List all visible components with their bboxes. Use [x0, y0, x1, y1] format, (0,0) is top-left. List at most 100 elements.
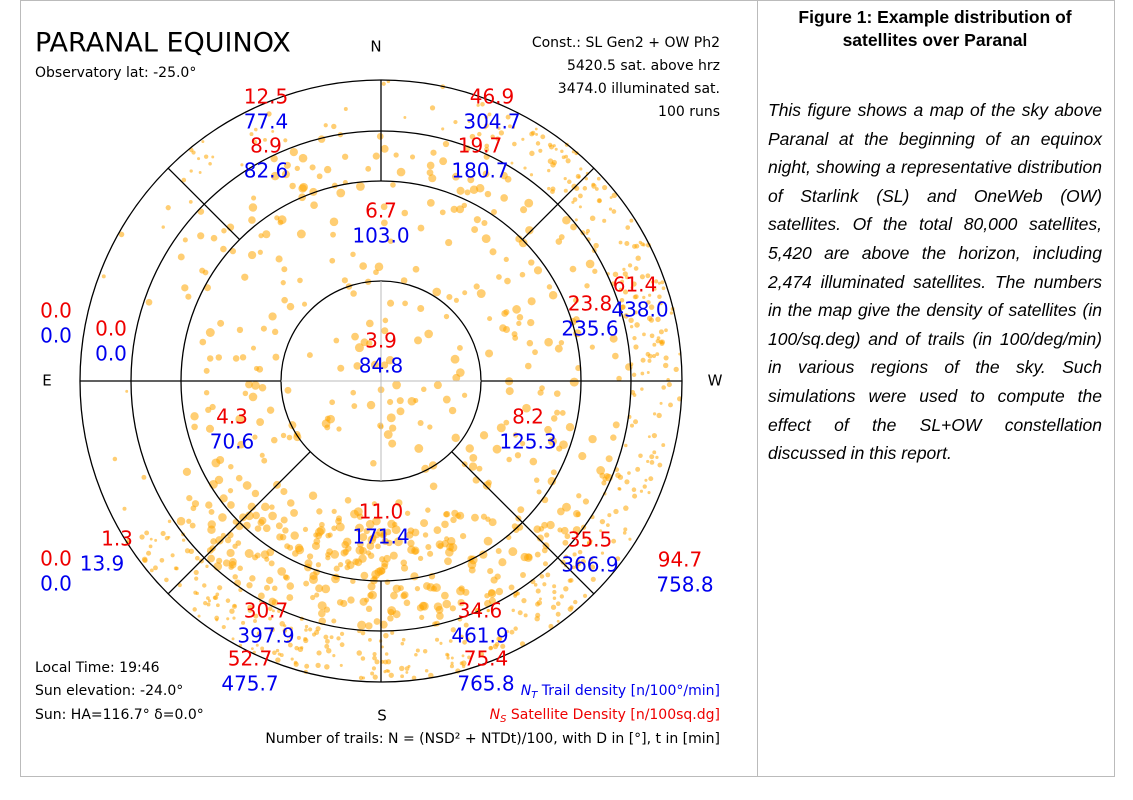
satellite-dot [441, 520, 449, 529]
satellite-dot [576, 561, 582, 567]
satellite-dot [666, 382, 672, 388]
satellite-dot [612, 271, 619, 278]
density-label: 23.8 [568, 292, 613, 316]
satellite-dot [271, 328, 279, 336]
satellite-dot [424, 668, 429, 673]
satellite-dot [407, 396, 417, 406]
satellite-dot [267, 606, 273, 612]
satellite-dot [624, 275, 629, 280]
satellite-dot [306, 553, 314, 560]
satellite-dot [239, 354, 247, 361]
satellite-dot [464, 189, 471, 196]
satellite-dot [535, 141, 541, 146]
density-label: 8.9 [250, 134, 282, 158]
satellite-dot [426, 198, 435, 207]
satellite-dot [341, 277, 348, 284]
satellite-dot [445, 548, 454, 557]
satellite-dot [589, 215, 596, 222]
satellite-dot [596, 466, 606, 475]
satellite-dot [118, 231, 125, 238]
satellite-dot [300, 646, 304, 650]
legend-sub: S [500, 714, 507, 725]
satellite-dot [249, 132, 254, 137]
sector-line [521, 167, 595, 241]
satellite-dot [289, 147, 298, 157]
satellite-dot [485, 349, 494, 358]
satellite-dot [442, 395, 451, 404]
satellite-dot [655, 339, 660, 344]
satellite-dot [563, 586, 569, 592]
satellite-dot [329, 635, 334, 640]
satellite-dot [437, 543, 444, 550]
satellite-dot [251, 195, 257, 201]
satellite-dot [228, 564, 234, 570]
satellite-dot [386, 413, 396, 423]
satellite-dot [281, 266, 288, 273]
trail-label: 84.8 [359, 354, 404, 378]
satellite-dot [479, 550, 488, 559]
satellite-dot [575, 511, 581, 518]
satellite-dot [514, 452, 522, 459]
satellite-dot [248, 216, 256, 224]
trail-label: 103.0 [352, 224, 409, 248]
satellite-dot [620, 304, 626, 310]
satellite-dot [203, 154, 209, 159]
satellite-dot [515, 591, 520, 596]
satellite-dot [535, 601, 540, 607]
condition: Sun elevation: -24.0° [35, 683, 183, 699]
satellite-dot [469, 453, 478, 462]
satellite-dot [145, 298, 153, 306]
satellite-dot [601, 480, 607, 486]
satellite-dot [529, 457, 538, 466]
satellite-dot [562, 502, 571, 512]
satellite-dot [188, 199, 193, 204]
satellite-dot [355, 523, 364, 533]
satellite-dot [325, 555, 331, 561]
satellite-dot [462, 588, 470, 596]
satellite-dot [164, 536, 170, 541]
satellite-dot [533, 583, 538, 587]
satellite-dot [342, 537, 352, 547]
satellite-dot [498, 130, 505, 136]
satellite-dot [149, 537, 153, 541]
satellite-dot [467, 655, 471, 660]
satellite-dot [316, 526, 326, 535]
satellite-dot [520, 206, 528, 214]
satellite-dot [293, 661, 299, 667]
satellite-dot [275, 657, 281, 663]
satellite-dot [554, 409, 561, 416]
satellite-dot [556, 445, 563, 452]
satellite-dot [407, 539, 415, 547]
satellite-dot [357, 541, 364, 548]
satellite-dot [615, 472, 621, 479]
satellite-dot [393, 537, 403, 547]
satellite-dot [536, 489, 542, 495]
satellite-dot [588, 434, 597, 444]
satellite-dot [449, 664, 455, 669]
satellite-dot [479, 651, 485, 657]
density-label: 1.3 [101, 527, 133, 551]
satellite-dot [360, 656, 366, 661]
satellite-dot [383, 430, 393, 439]
satellite-dot [648, 476, 654, 482]
satellite-dot [646, 459, 650, 464]
satellite-dot [390, 182, 396, 188]
satellite-dot [367, 582, 376, 591]
satellite-dot [512, 141, 517, 147]
satellite-dot [261, 457, 268, 464]
trail-label: 125.3 [499, 430, 556, 454]
satellite-dot [304, 624, 309, 629]
satellite-dot [324, 643, 330, 649]
satellite-dot [392, 380, 401, 390]
satellite-dot [429, 105, 436, 111]
satellite-dot [400, 674, 405, 679]
satellite-dot [275, 648, 280, 653]
satellite-dot [427, 424, 433, 430]
satellite-dot [370, 671, 375, 676]
satellite-dot [419, 614, 425, 620]
satellite-dot [429, 482, 438, 491]
satellite-dot [370, 360, 379, 369]
satellite-dot [170, 553, 175, 558]
satellite-dot [286, 582, 295, 590]
